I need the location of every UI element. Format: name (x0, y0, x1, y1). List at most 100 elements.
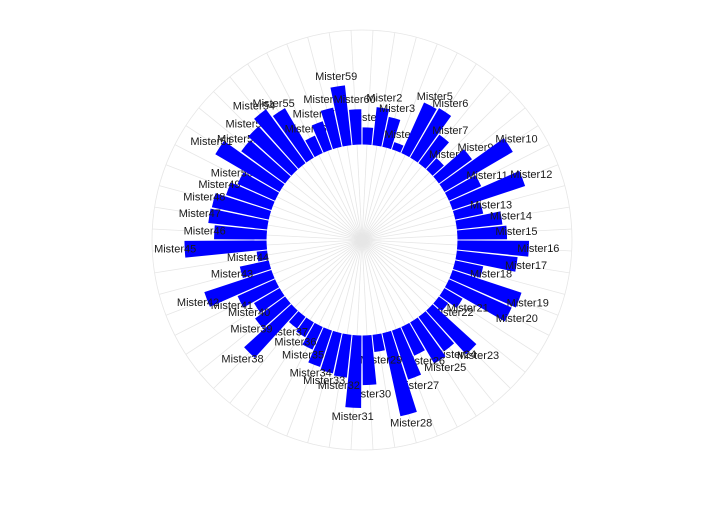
bar-label: Mister21 (447, 303, 489, 315)
bar-label: Mister23 (457, 350, 499, 362)
bar (449, 170, 526, 211)
bar-label: Mister59 (315, 71, 357, 83)
bar (372, 333, 385, 352)
bar (444, 175, 482, 201)
bar (401, 322, 425, 356)
bar-label: Mister28 (390, 417, 432, 429)
bar-label: Mister10 (495, 134, 537, 146)
bar-label: Mister39 (230, 323, 272, 335)
bar-label: Mister40 (228, 307, 270, 319)
bar (456, 240, 530, 257)
bar (215, 140, 285, 192)
bar (391, 327, 422, 380)
bar-label: Mister35 (282, 350, 324, 362)
bar-label: Mister38 (221, 353, 263, 365)
bar (410, 108, 452, 163)
bar-label: Mister45 (154, 244, 196, 256)
bar (184, 240, 268, 258)
bar (455, 250, 518, 272)
bar-label: Mister54 (233, 100, 275, 112)
bar (308, 327, 333, 367)
bar (239, 260, 272, 279)
bar (452, 202, 484, 220)
bar (305, 135, 323, 158)
bar (345, 334, 362, 408)
bar-label: Mister43 (211, 269, 253, 281)
bar-label: Mister44 (227, 252, 269, 264)
bar-label: Mister31 (332, 411, 374, 423)
bar (418, 134, 449, 169)
bar (320, 330, 342, 374)
bar (296, 317, 314, 338)
bar (211, 193, 272, 220)
bar-label: Mister24 (434, 349, 476, 361)
bar-label: Mister17 (505, 260, 547, 272)
bar (241, 140, 291, 184)
bar (214, 225, 268, 240)
bar (391, 142, 404, 153)
bar (439, 288, 463, 308)
bar (418, 311, 455, 352)
bar (237, 279, 280, 308)
bar (204, 269, 275, 307)
bar (426, 158, 444, 176)
bar-label: Mister42 (177, 297, 219, 309)
bar-label: Mister7 (432, 125, 468, 137)
bar-label: Mister9 (457, 142, 493, 154)
bar (433, 149, 473, 184)
bar (456, 225, 508, 240)
bar (254, 109, 306, 169)
bar-label: Mister16 (517, 243, 559, 255)
bar-label: Mister12 (510, 169, 552, 181)
bar-label: Mister47 (179, 208, 221, 220)
bar-label: Mister20 (496, 313, 538, 325)
bar (320, 107, 342, 150)
bar-label: Mister18 (470, 268, 512, 280)
bar (410, 317, 446, 364)
bar (455, 211, 503, 230)
bar-label: Mister34 (290, 368, 332, 380)
bar (248, 126, 298, 176)
bar (382, 116, 401, 150)
bar-label: Mister51 (190, 136, 232, 148)
bar (349, 109, 362, 146)
bar (333, 333, 352, 378)
bar (444, 279, 512, 322)
bar (208, 208, 269, 230)
bar-label: Mister50 (211, 168, 253, 180)
bar-label: Mister41 (211, 300, 253, 312)
bar (426, 304, 477, 355)
bar (302, 322, 323, 350)
bar-label: Mister55 (253, 98, 295, 110)
bar (382, 330, 417, 417)
bar-label: Mister5 (417, 91, 453, 103)
bar (452, 260, 484, 278)
bar-label: Mister33 (303, 375, 345, 387)
bar (255, 296, 291, 329)
bar-label: Mister60 (334, 94, 376, 106)
grid-circle (151, 29, 573, 451)
bar (244, 304, 298, 358)
bar (330, 85, 352, 147)
bar (449, 269, 522, 308)
bar-label: Mister2 (366, 92, 402, 104)
bar-label: Mister14 (490, 210, 532, 222)
bar (433, 296, 449, 312)
bar (362, 127, 374, 146)
bar (372, 107, 390, 147)
bar-label: Mister19 (507, 298, 549, 310)
bar-label: Mister3 (379, 103, 415, 115)
bar (226, 182, 275, 211)
bar-label: Mister6 (432, 98, 468, 110)
bar (362, 334, 377, 386)
bar-label: Mister48 (183, 192, 225, 204)
bar-label: Mister36 (274, 336, 316, 348)
bar-label: Mister13 (470, 199, 512, 211)
bar (439, 138, 513, 192)
bar-label: Mister15 (495, 226, 537, 238)
bar-label: Mister11 (466, 170, 507, 182)
bar (256, 250, 269, 262)
bar-label: Mister25 (424, 362, 466, 374)
radial-grid-line (361, 43, 438, 241)
